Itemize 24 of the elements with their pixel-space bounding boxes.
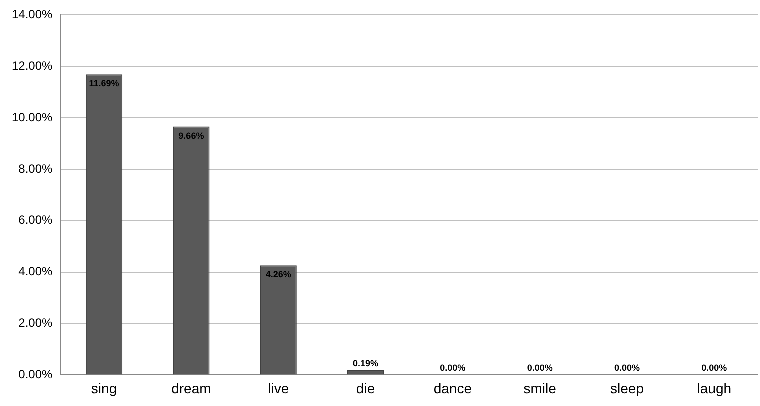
x-tick-label: sleep <box>610 380 644 396</box>
x-tick-label: die <box>356 380 376 396</box>
y-tick-label: 8.00% <box>18 162 54 176</box>
y-tick-label: 6.00% <box>18 213 54 228</box>
data-label: 4.26% <box>266 270 292 280</box>
data-label: 0.00% <box>527 363 553 374</box>
x-tick-label: sing <box>91 380 118 396</box>
y-tick-label: 14.00% <box>12 8 54 22</box>
x-tick-label: smile <box>524 380 557 396</box>
x-tick-label: dance <box>434 380 472 396</box>
y-tick-label: 0.00% <box>18 368 54 382</box>
data-label: 11.69% <box>89 78 120 89</box>
x-tick-label: laugh <box>697 380 732 396</box>
x-tick-label: dream <box>172 380 212 396</box>
y-tick-label: 4.00% <box>18 264 54 279</box>
data-label: 0.00% <box>440 363 466 374</box>
x-tick-label: live <box>268 380 290 396</box>
data-label: 0.00% <box>702 363 728 374</box>
y-tick-label: 12.00% <box>12 58 54 73</box>
data-label: 9.66% <box>178 130 204 141</box>
y-tick-label: 2.00% <box>18 316 54 330</box>
data-label: 0.19% <box>353 358 379 368</box>
y-tick-label: 10.00% <box>12 110 54 124</box>
data-label: 0.00% <box>614 363 640 374</box>
